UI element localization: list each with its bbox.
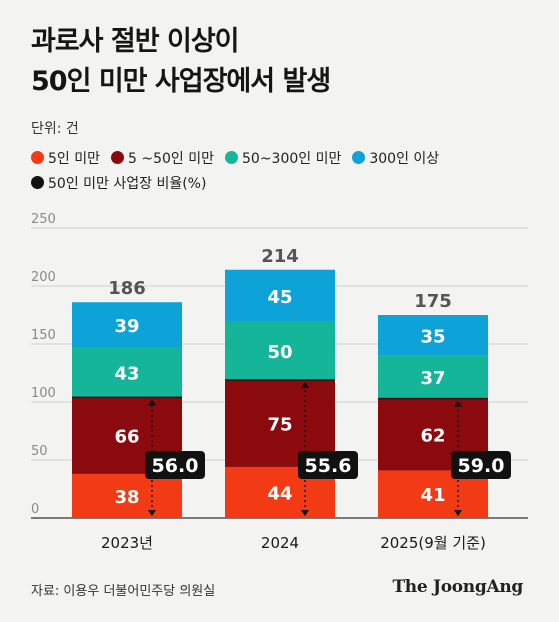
y-tick-label-200: 200	[31, 270, 56, 285]
y-tick-label-250: 250	[31, 212, 56, 227]
x-tick-label-0: 2023년	[101, 534, 153, 552]
legend-row-1: 5인 미만 5 ~50인 미만 50~300인 미만 300인 이상	[31, 145, 531, 170]
legend-label-over300: 300인 이상	[369, 150, 440, 167]
y-tick-label-0: 0	[31, 502, 39, 517]
legend-item-under5: 5인 미만	[31, 148, 100, 168]
y-tick-label-150: 150	[31, 328, 56, 343]
bar-segment-0-3	[72, 302, 182, 348]
bar-segment-1-2	[225, 321, 335, 380]
source-note: 자료: 이용우 더불어민주당 의원실	[31, 584, 216, 599]
ratio-arrowhead-top-0	[148, 399, 156, 406]
ratio-box-0	[145, 451, 205, 479]
y-tick-label-100: 100	[31, 386, 56, 401]
ratio-arrowhead-bottom-2	[454, 510, 462, 516]
data-label-0-1: 66	[114, 427, 139, 448]
ratio-box-2	[451, 451, 511, 479]
data-label-2-2: 37	[420, 368, 445, 389]
bar-segment-0-2	[72, 347, 182, 398]
total-label-1: 214	[261, 246, 299, 267]
bar-segment-2-2	[378, 355, 488, 399]
legend-label-50-300: 50~300인 미만	[242, 150, 342, 167]
legend-label-ratio: 50인 미만 사업장 비율(%)	[48, 175, 207, 192]
legend-swatch-under5	[31, 151, 44, 164]
legend-item-5-50: 5 ~50인 미만	[111, 148, 214, 168]
legend-swatch-ratio	[31, 176, 44, 189]
ratio-box-1	[298, 451, 358, 479]
ratio-arrowhead-top-1	[301, 381, 309, 388]
ratio-arrowhead-bottom-0	[148, 510, 156, 516]
data-label-1-0: 44	[267, 483, 292, 504]
y-tick-label-50: 50	[31, 444, 48, 459]
legend-swatch-50-300	[225, 151, 238, 164]
x-tick-label-2: 2025(9월 기준)	[380, 534, 486, 552]
ratio-label-0: 56.0	[152, 455, 199, 477]
ratio-label-1: 55.6	[305, 455, 352, 477]
legend: 5인 미만 5 ~50인 미만 50~300인 미만 300인 이상 50인 미…	[31, 145, 531, 195]
legend-item-over300: 300인 이상	[352, 148, 439, 168]
legend-row-2: 50인 미만 사업장 비율(%)	[31, 170, 531, 195]
data-label-0-2: 43	[114, 363, 139, 384]
ratio-arrowhead-bottom-1	[301, 510, 309, 516]
legend-swatch-over300	[352, 151, 366, 164]
bar-segment-1-3	[225, 269, 335, 322]
total-label-0: 186	[108, 278, 146, 299]
publisher-logo: The JoongAng	[392, 577, 523, 597]
bar-segment-2-3	[378, 315, 488, 356]
ratio-label-2: 59.0	[458, 455, 505, 477]
data-label-2-1: 62	[420, 425, 445, 446]
title-line-1: 과로사 절반 이상이	[31, 26, 240, 57]
data-label-1-1: 75	[267, 414, 292, 435]
total-label-2: 175	[414, 291, 452, 312]
x-tick-label-1: 2024	[261, 534, 299, 552]
data-label-0-3: 39	[114, 316, 139, 337]
legend-label-5-50: 5 ~50인 미만	[128, 150, 214, 167]
legend-item-50-300: 50~300인 미만	[225, 148, 341, 168]
ratio-arrowhead-top-2	[454, 400, 462, 407]
data-label-2-3: 35	[420, 326, 445, 347]
legend-swatch-5-50	[111, 151, 124, 164]
data-label-2-0: 41	[420, 485, 445, 506]
legend-label-under5: 5인 미만	[48, 150, 100, 167]
bar-segment-0-0	[72, 473, 182, 518]
title-line-2: 50인 미만 사업장에서 발생	[31, 66, 331, 97]
unit-label: 단위: 건	[31, 121, 79, 137]
data-label-1-3: 45	[267, 287, 292, 308]
data-label-0-0: 38	[114, 487, 139, 508]
legend-item-ratio: 50인 미만 사업장 비율(%)	[31, 173, 206, 193]
chart-title: 과로사 절반 이상이 50인 미만 사업장에서 발생	[31, 22, 331, 102]
data-label-1-2: 50	[267, 342, 292, 363]
